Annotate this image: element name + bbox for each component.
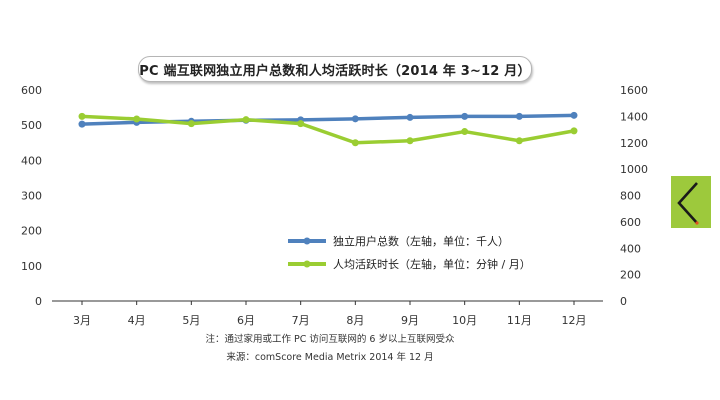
right-tick-label: 200 [620,269,641,282]
right-tick-label: 1200 [620,137,648,150]
right-axis: 0 200 400 600 800 1000 1200 1400 1600 [620,84,648,308]
data-point [461,128,469,136]
data-point [351,115,359,123]
data-point [406,113,414,121]
x-tick-label: 4月 [128,314,146,327]
data-point [78,112,86,120]
data-point [515,137,523,145]
right-tick-label: 1400 [620,110,648,123]
data-point [570,111,578,119]
x-tick-label: 10月 [452,314,477,327]
right-tick-label: 1600 [620,84,648,97]
legend-marker-time [303,260,311,268]
x-tick-label: 8月 [346,314,364,327]
chevron-left-icon [677,182,699,225]
chart-source: 来源：comScore Media Metrix 2014 年 12 月 [226,352,434,363]
left-tick-label: 400 [21,154,42,167]
left-tick-label: 600 [21,84,42,97]
x-tick-label: 7月 [292,314,310,327]
legend-label-users: 独立用户总数（左轴，单位：千人） [333,234,509,248]
legend-label-time: 人均活跃时长（左轴，单位：分钟 / 月） [333,257,531,271]
right-tick-label: 800 [620,190,641,203]
chart-title: PC 端互联网独立用户总数和人均活跃时长（2014 年 3~12 月） [138,56,532,82]
x-axis: 3月 4月 5月 6月 7月 8月 9月 10月 11月 12月 [73,301,587,327]
chart-note: 注：通过家用或工作 PC 访问互联网的 6 岁以上互联网受众 [205,334,455,345]
right-tick-label: 400 [620,242,641,255]
x-tick-label: 12月 [562,314,587,327]
data-point [461,112,469,120]
left-tick-label: 500 [21,119,42,132]
data-point [78,120,86,128]
data-point [351,139,359,147]
left-tick-label: 0 [35,295,42,308]
series-line [81,114,575,145]
left-tick-label: 300 [21,190,42,203]
data-point [515,112,523,120]
back-button[interactable] [671,176,711,228]
data-point [297,120,305,128]
x-tick-label: 11月 [507,314,532,327]
legend-marker-users [303,237,311,245]
data-point [242,116,250,124]
right-tick-label: 1000 [620,163,648,176]
x-tick-label: 5月 [182,314,200,327]
legend: 独立用户总数（左轴，单位：千人） 人均活跃时长（左轴，单位：分钟 / 月） [288,234,531,271]
x-tick-label: 9月 [401,314,419,327]
data-point [133,115,141,123]
data-point [187,120,195,128]
x-tick-label: 3月 [73,314,91,327]
data-point [570,127,578,135]
left-tick-label: 100 [21,260,42,273]
left-tick-label: 200 [21,225,42,238]
x-tick-label: 6月 [237,314,255,327]
left-axis: 0 100 200 300 400 500 600 [21,84,42,308]
right-tick-label: 0 [620,295,627,308]
data-point [406,137,414,145]
right-tick-label: 600 [620,216,641,229]
series-layer [78,111,578,147]
series-active-time [78,112,578,147]
